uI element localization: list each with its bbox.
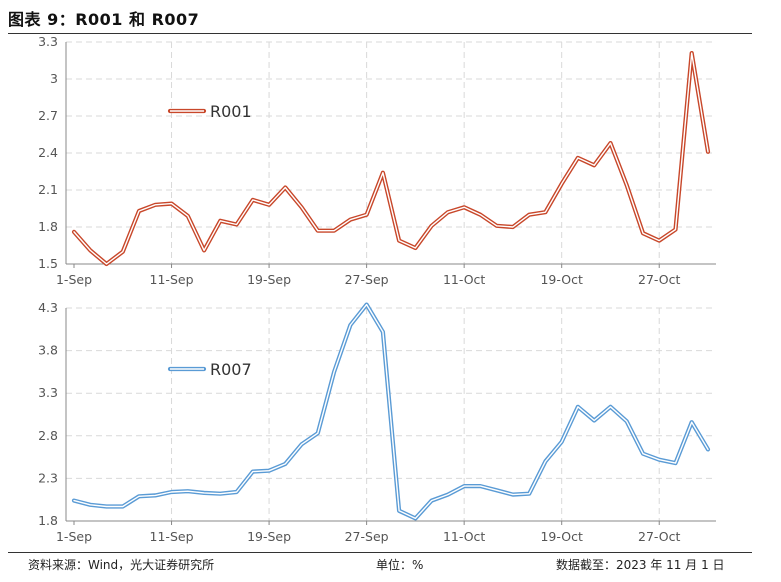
line-chart-2: 1.8 2.3 2.8 3.3 3.8 4.3 1-Sep 11-Sep 19-Sep 27-Se… bbox=[38, 300, 716, 544]
x-tick-label: 27-Oct bbox=[638, 529, 680, 544]
footer-divider bbox=[8, 552, 752, 553]
y-tick-label: 4.3 bbox=[38, 300, 58, 315]
line-chart-1: 1.5 1.8 2.1 2.4 2.7 3 3.3 1-Sep 11-Sep 19-Sep 27-S… bbox=[38, 34, 716, 287]
series-line-r007 bbox=[71, 302, 711, 521]
x-tick-label: 11-Sep bbox=[150, 272, 194, 287]
chart-title: 图表 9：R001 和 R007 bbox=[8, 10, 200, 29]
y-tick-label: 2.3 bbox=[38, 470, 58, 485]
x-tick-label: 27-Sep bbox=[345, 272, 389, 287]
x-tick-label: 19-Oct bbox=[540, 529, 582, 544]
date-note: 数据截至：2023 年 11 月 1 日 bbox=[556, 558, 725, 572]
x-tick-label: 1-Sep bbox=[56, 272, 92, 287]
y-tick-label: 2.7 bbox=[38, 108, 58, 123]
x-tick-label: 1-Sep bbox=[56, 529, 92, 544]
y-tick-label: 2.8 bbox=[38, 428, 58, 443]
x-tick-label: 27-Sep bbox=[345, 529, 389, 544]
x-tick-label: 11-Oct bbox=[443, 529, 485, 544]
unit-note: 单位：% bbox=[376, 558, 424, 572]
y-tick-label: 1.5 bbox=[38, 256, 58, 271]
x-tick-label: 19-Sep bbox=[247, 529, 291, 544]
x-tick-label: 27-Oct bbox=[638, 272, 680, 287]
title-divider bbox=[8, 33, 752, 34]
legend-label: R001 bbox=[210, 102, 252, 121]
y-tick-label: 3 bbox=[50, 71, 58, 86]
legend-label: R007 bbox=[210, 360, 252, 379]
y-tick-label: 1.8 bbox=[38, 219, 58, 234]
y-tick-label: 3.3 bbox=[38, 34, 58, 49]
y-tick-label: 2.1 bbox=[38, 182, 58, 197]
y-tick-label: 3.3 bbox=[38, 385, 58, 400]
x-tick-label: 11-Sep bbox=[150, 529, 194, 544]
series-line-inner bbox=[73, 52, 709, 265]
y-tick-label: 2.4 bbox=[38, 145, 58, 160]
source-note: 资料来源：Wind，光大证券研究所 bbox=[28, 558, 215, 572]
y-tick-label: 3.8 bbox=[38, 343, 58, 358]
series-line-r001 bbox=[71, 50, 711, 267]
x-tick-label: 19-Oct bbox=[540, 272, 582, 287]
x-tick-label: 11-Oct bbox=[443, 272, 485, 287]
x-tick-label: 19-Sep bbox=[247, 272, 291, 287]
y-tick-label: 1.8 bbox=[38, 513, 58, 528]
series-line-inner bbox=[73, 303, 709, 520]
